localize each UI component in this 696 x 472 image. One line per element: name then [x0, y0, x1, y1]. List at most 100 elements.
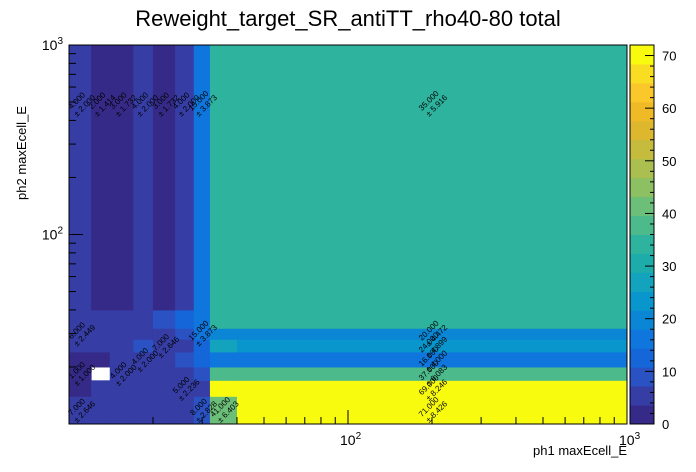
- heatmap-cell: [109, 309, 134, 329]
- heatmap-cell: [133, 366, 154, 381]
- heatmap-cell: [109, 45, 134, 311]
- heatmap-cell: [152, 380, 176, 397]
- heatmap-cell: [109, 396, 134, 425]
- heatmap-cell: [152, 351, 176, 368]
- heatmap-cell: [175, 351, 195, 368]
- heatmap-cell: [209, 309, 238, 329]
- heatmap-cell: [193, 339, 211, 353]
- color-bar-segment: [630, 63, 654, 84]
- color-bar-tick-label: 50: [662, 154, 676, 169]
- heatmap-cell: [175, 45, 195, 311]
- color-bar-segment: [630, 329, 654, 349]
- color-bar-segment: [630, 101, 654, 122]
- heatmap-cell: [91, 45, 111, 311]
- heatmap-cell: [91, 380, 111, 397]
- heatmap-cell: [109, 328, 134, 340]
- heatmap-cell: [209, 351, 238, 368]
- heatmap-cell: [69, 380, 92, 397]
- heatmap-cell: [109, 380, 134, 397]
- heatmap-cell: [133, 45, 154, 311]
- heatmap-cell: [91, 309, 111, 329]
- heatmap-cell: [152, 339, 176, 353]
- heatmap-cell: [69, 45, 92, 311]
- heatmap-cell: [193, 309, 211, 329]
- color-bar-segment: [630, 348, 654, 368]
- heatmap-cell: [152, 309, 176, 329]
- heatmap-cells: [69, 45, 628, 425]
- color-bar-segment: [630, 196, 654, 217]
- heatmap-cell: [91, 351, 111, 368]
- heatmap-cell: [209, 45, 238, 311]
- heatmap-cell: [193, 351, 211, 368]
- color-bar-segment: [630, 177, 654, 198]
- color-bar-tick-label: 10: [662, 364, 676, 379]
- heatmap-cell: [236, 45, 628, 311]
- heatmap-cell: [69, 396, 92, 425]
- heatmap-cell: [133, 351, 154, 368]
- heatmap-cell: [133, 328, 154, 340]
- heatmap-cell: [236, 366, 628, 381]
- color-bar-segment: [630, 386, 654, 406]
- color-bar-segment: [630, 367, 654, 387]
- color-bar-segment: [630, 310, 654, 330]
- heatmap-cell: [69, 328, 92, 340]
- heatmap-cell: [193, 380, 211, 397]
- color-bar-segment: [630, 215, 654, 235]
- heatmap-cell: [175, 328, 195, 340]
- axes: 102 103 102 103: [42, 36, 641, 448]
- color-bar-tick-label: 0: [662, 417, 669, 432]
- heatmap-cell: [91, 339, 111, 353]
- heatmap-cell: [133, 339, 154, 353]
- heatmap-cell: [209, 339, 238, 353]
- heatmap-cell: [209, 396, 238, 425]
- heatmap-cell: [209, 380, 238, 397]
- color-bar-segment: [630, 405, 654, 425]
- heatmap-cell: [91, 396, 111, 425]
- color-bar-segment: [630, 272, 654, 292]
- bin-label: 16.000± 4.000: [417, 344, 450, 374]
- color-bar-tick-label: 20: [662, 312, 676, 327]
- heatmap-cell: [152, 328, 176, 340]
- heatmap-cell: [109, 366, 134, 381]
- heatmap-cell: [236, 328, 628, 340]
- x-axis-label: ph1 maxEcell_E: [533, 443, 627, 458]
- heatmap-cell: [236, 380, 628, 397]
- heatmap-cell: [236, 351, 628, 368]
- heatmap-cell: [175, 380, 195, 397]
- color-bar-tick-label: 30: [662, 259, 676, 274]
- heatmap-cell: [69, 366, 92, 381]
- heatmap-cell: [69, 339, 92, 353]
- heatmap-cell: [236, 339, 628, 353]
- heatmap-cell: [193, 366, 211, 381]
- heatmap-cell: [133, 396, 154, 425]
- heatmap-cell: [69, 309, 92, 329]
- color-bar-segment: [630, 234, 654, 254]
- y-axis-label: ph2 maxEcell_E: [14, 106, 29, 200]
- color-bar-segment: [630, 120, 654, 141]
- color-bar-tick-label: 40: [662, 206, 676, 221]
- heatmap-cell: [152, 366, 176, 381]
- color-bar-segment: [630, 45, 654, 65]
- color-bar-tick-label: 60: [662, 101, 676, 116]
- heatmap-cell: [175, 396, 195, 425]
- heatmap-cell: [133, 380, 154, 397]
- heatmap-cell: [152, 396, 176, 425]
- chart-title: Reweight_target_SR_antiTT_rho40-80 total: [135, 6, 561, 31]
- heatmap-cell: [236, 309, 628, 329]
- heatmap-cell: [175, 309, 195, 329]
- heatmap-cell: [193, 45, 211, 311]
- heatmap-cell: [133, 309, 154, 329]
- color-bar-segment: [630, 253, 654, 273]
- heatmap-cell: [193, 328, 211, 340]
- color-bar: 0 10 20 30 40 50 60 70: [629, 44, 676, 432]
- heatmap-cell: [69, 351, 92, 368]
- heatmap-cell: [109, 339, 134, 353]
- heatmap-cell: [193, 396, 211, 425]
- heatmap-cell: [175, 339, 195, 353]
- heatmap-cell: [91, 328, 111, 340]
- x-tick-label: 102: [340, 431, 362, 448]
- color-bar-segment: [630, 82, 654, 103]
- color-bar-segment: [630, 291, 654, 311]
- x-tick-label: 103: [619, 431, 641, 448]
